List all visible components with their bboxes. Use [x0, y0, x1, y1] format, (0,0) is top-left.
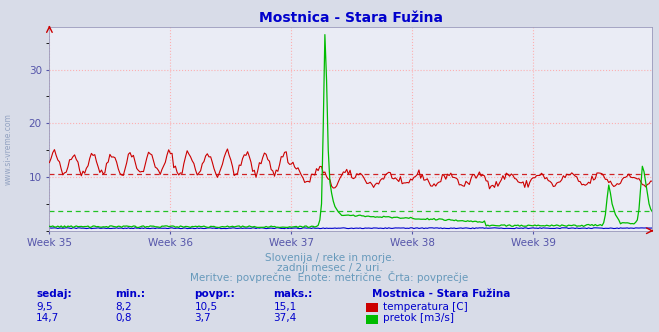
Title: Mostnica - Stara Fužina: Mostnica - Stara Fužina — [259, 11, 443, 25]
Text: zadnji mesec / 2 uri.: zadnji mesec / 2 uri. — [277, 263, 382, 273]
Text: 15,1: 15,1 — [273, 302, 297, 312]
Text: www.si-vreme.com: www.si-vreme.com — [3, 114, 13, 185]
Text: 9,5: 9,5 — [36, 302, 53, 312]
Text: 37,4: 37,4 — [273, 313, 297, 323]
Text: min.:: min.: — [115, 289, 146, 299]
Text: maks.:: maks.: — [273, 289, 313, 299]
Text: 14,7: 14,7 — [36, 313, 59, 323]
Text: 10,5: 10,5 — [194, 302, 217, 312]
Text: sedaj:: sedaj: — [36, 289, 72, 299]
Text: pretok [m3/s]: pretok [m3/s] — [383, 313, 454, 323]
Text: 0,8: 0,8 — [115, 313, 132, 323]
Text: povpr.:: povpr.: — [194, 289, 235, 299]
Text: Meritve: povprečne  Enote: metrične  Črta: povprečje: Meritve: povprečne Enote: metrične Črta:… — [190, 271, 469, 283]
Text: Mostnica - Stara Fužina: Mostnica - Stara Fužina — [372, 289, 511, 299]
Text: temperatura [C]: temperatura [C] — [383, 302, 468, 312]
Text: 3,7: 3,7 — [194, 313, 211, 323]
Text: 8,2: 8,2 — [115, 302, 132, 312]
Text: Slovenija / reke in morje.: Slovenija / reke in morje. — [264, 253, 395, 263]
